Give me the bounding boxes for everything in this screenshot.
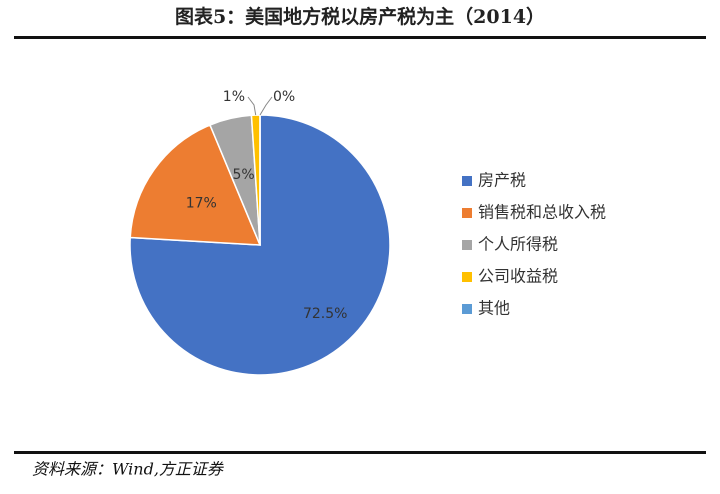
leader-line bbox=[247, 96, 257, 116]
legend-swatch bbox=[462, 304, 472, 314]
pie-slice bbox=[129, 124, 262, 246]
data-label: 1% bbox=[223, 89, 245, 105]
legend-label: 公司收益税 bbox=[478, 267, 558, 286]
title-rule bbox=[14, 36, 706, 39]
legend-label: 房产税 bbox=[478, 171, 526, 190]
legend-label: 其他 bbox=[478, 299, 510, 318]
chart-title: 图表5：美国地方税以房产税为主（2014） bbox=[175, 5, 545, 28]
data-label: 72.5% bbox=[303, 306, 347, 322]
data-label: 0% bbox=[273, 89, 295, 105]
data-label: 17% bbox=[186, 195, 217, 211]
leader-line bbox=[259, 96, 273, 116]
footer-rule bbox=[14, 451, 706, 454]
legend-label: 个人所得税 bbox=[478, 235, 558, 254]
data-label: 5% bbox=[232, 167, 254, 183]
legend-swatch bbox=[462, 208, 472, 218]
legend-swatch bbox=[462, 272, 472, 282]
legend-swatch bbox=[462, 240, 472, 250]
source-note: 资料来源：Wind,方正证券 bbox=[32, 460, 225, 479]
legend-label: 销售税和总收入税 bbox=[478, 203, 606, 222]
legend-swatch bbox=[462, 176, 472, 186]
pie-slice bbox=[129, 114, 391, 376]
